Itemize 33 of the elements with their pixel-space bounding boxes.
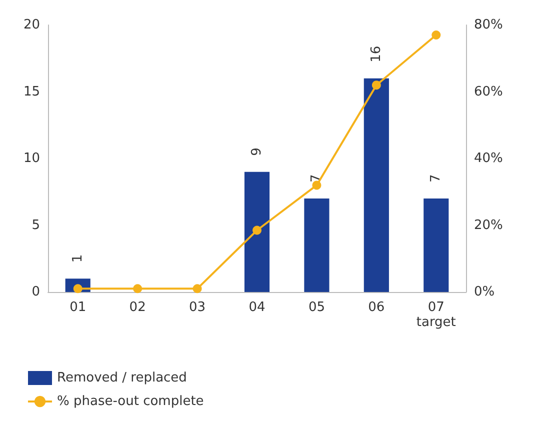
y2-tick-label: 60% <box>474 84 503 100</box>
x-tick-label: 06 <box>368 300 385 315</box>
x-tick-label: 05 <box>308 300 325 315</box>
y-tick-label: 20 <box>23 18 40 32</box>
bar <box>364 78 389 292</box>
y2-tick-label: 20% <box>474 218 503 233</box>
data-label: 7 <box>428 174 444 183</box>
point <box>133 284 142 294</box>
y2-tick-label: 80% <box>474 18 503 32</box>
x-tick-label: 01 <box>70 300 86 315</box>
point <box>252 226 262 235</box>
legend-label: Removed / replaced <box>57 370 187 386</box>
bar <box>304 198 330 292</box>
data-label: 16 <box>368 46 384 62</box>
y2-tick-label: 0% <box>474 284 495 300</box>
y-tick-label: 15 <box>23 84 40 100</box>
y2-tick-label: 40% <box>474 151 503 166</box>
point <box>312 180 322 190</box>
legend-label: % phase-out complete <box>57 394 204 409</box>
x-tick-label: 04 <box>248 300 266 315</box>
x-tick-label: 02 <box>129 300 146 315</box>
x-tick-label: 03 <box>189 300 206 315</box>
y-tick-label: 5 <box>32 218 40 233</box>
bar <box>424 198 449 292</box>
x-tick-label: 07 target <box>416 300 456 330</box>
y-tick-label: 0 <box>32 284 40 300</box>
point <box>432 30 441 40</box>
data-label: 1 <box>70 254 86 263</box>
point <box>372 80 381 90</box>
bar <box>244 172 270 292</box>
data-label: 9 <box>250 148 264 156</box>
point <box>192 284 202 294</box>
y-tick-label: 10 <box>23 151 40 166</box>
